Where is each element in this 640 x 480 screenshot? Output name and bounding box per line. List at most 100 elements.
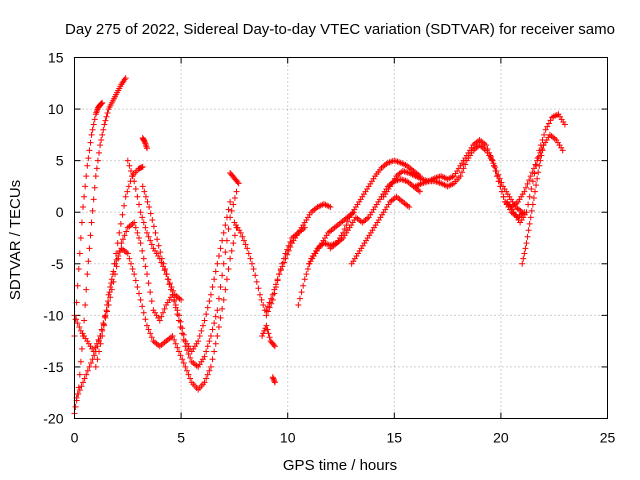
- data-point: [135, 290, 142, 297]
- data-point: [163, 271, 170, 278]
- data-point: [88, 131, 95, 138]
- data-point: [162, 265, 169, 272]
- data-point: [172, 340, 179, 347]
- series-trace-c: [71, 163, 146, 355]
- data-point: [295, 302, 302, 309]
- data-point: [97, 332, 104, 339]
- data-point: [146, 204, 153, 211]
- data-point: [139, 183, 146, 190]
- data-point: [85, 155, 92, 162]
- data-point: [212, 340, 219, 347]
- data-point: [179, 325, 186, 332]
- data-point: [274, 276, 281, 283]
- data-point: [179, 356, 186, 363]
- data-point: [285, 247, 292, 254]
- series-trace-n: [295, 157, 423, 309]
- data-point: [80, 379, 87, 386]
- data-point: [211, 320, 218, 327]
- data-point: [149, 216, 156, 223]
- data-point: [121, 232, 128, 239]
- data-point: [142, 316, 149, 323]
- data-point: [139, 214, 146, 221]
- data-point: [279, 263, 286, 270]
- data-point: [527, 214, 534, 221]
- series-trace-s: [412, 131, 566, 211]
- data-point: [116, 229, 123, 236]
- data-point: [134, 193, 141, 200]
- data-point: [156, 317, 163, 324]
- data-point: [141, 188, 148, 195]
- data-point: [538, 152, 545, 159]
- data-point: [223, 276, 230, 283]
- data-point: [252, 272, 259, 279]
- data-point: [263, 322, 270, 329]
- data-point: [187, 375, 194, 382]
- data-point: [76, 371, 83, 378]
- series-trace-e: [73, 198, 234, 401]
- data-point: [97, 142, 104, 149]
- data-point: [230, 201, 237, 208]
- data-point: [211, 276, 218, 283]
- data-point: [81, 375, 88, 382]
- data-point: [239, 233, 246, 240]
- data-point: [271, 286, 278, 293]
- data-point: [399, 176, 406, 183]
- data-point: [270, 376, 277, 383]
- data-point: [142, 224, 149, 231]
- data-point: [185, 371, 192, 378]
- data-point: [171, 336, 178, 343]
- data-point: [260, 330, 267, 337]
- data-point: [180, 331, 187, 338]
- data-point: [76, 387, 83, 394]
- series-trace-p: [306, 209, 357, 267]
- x-tick-label: 5: [177, 430, 185, 446]
- x-tick-label: 15: [387, 430, 403, 446]
- data-point: [217, 314, 224, 321]
- data-point: [103, 113, 110, 120]
- data-point: [127, 167, 134, 174]
- data-point: [180, 360, 187, 367]
- data-point: [129, 265, 136, 272]
- data-point: [207, 291, 214, 298]
- data-point: [245, 250, 252, 257]
- data-point: [86, 245, 93, 252]
- data-point: [178, 296, 185, 303]
- axis-ticks: 0 5 10 15 20 25 -20 -15 -10 -5 0 5 10 15: [43, 50, 615, 446]
- data-point: [225, 225, 232, 232]
- data-point: [534, 155, 541, 162]
- data-point: [215, 295, 222, 302]
- data-point: [391, 157, 398, 164]
- data-point: [542, 126, 549, 133]
- data-point: [132, 186, 139, 193]
- data-point: [201, 353, 208, 360]
- data-point: [124, 157, 131, 164]
- data-point: [165, 276, 172, 283]
- data-point: [406, 204, 413, 211]
- data-point: [225, 265, 232, 272]
- data-point: [92, 111, 99, 118]
- data-point: [101, 313, 108, 320]
- data-point: [531, 170, 538, 177]
- data-point: [75, 384, 82, 391]
- data-point: [523, 240, 530, 247]
- data-point: [91, 116, 98, 123]
- data-point: [137, 209, 144, 216]
- data-point: [87, 139, 94, 146]
- data-point: [132, 277, 139, 284]
- data-point: [134, 283, 141, 290]
- data-point: [490, 162, 497, 169]
- data-point: [235, 180, 242, 187]
- data-point: [95, 336, 102, 343]
- data-point: [233, 188, 240, 195]
- data-point: [220, 260, 227, 267]
- data-point: [228, 207, 235, 214]
- data-point: [139, 163, 146, 170]
- data-point: [528, 207, 535, 214]
- data-point: [98, 100, 105, 107]
- data-point: [209, 283, 216, 290]
- data-point: [158, 313, 165, 320]
- data-point: [524, 180, 531, 187]
- data-point: [137, 296, 144, 303]
- data-point: [215, 253, 222, 260]
